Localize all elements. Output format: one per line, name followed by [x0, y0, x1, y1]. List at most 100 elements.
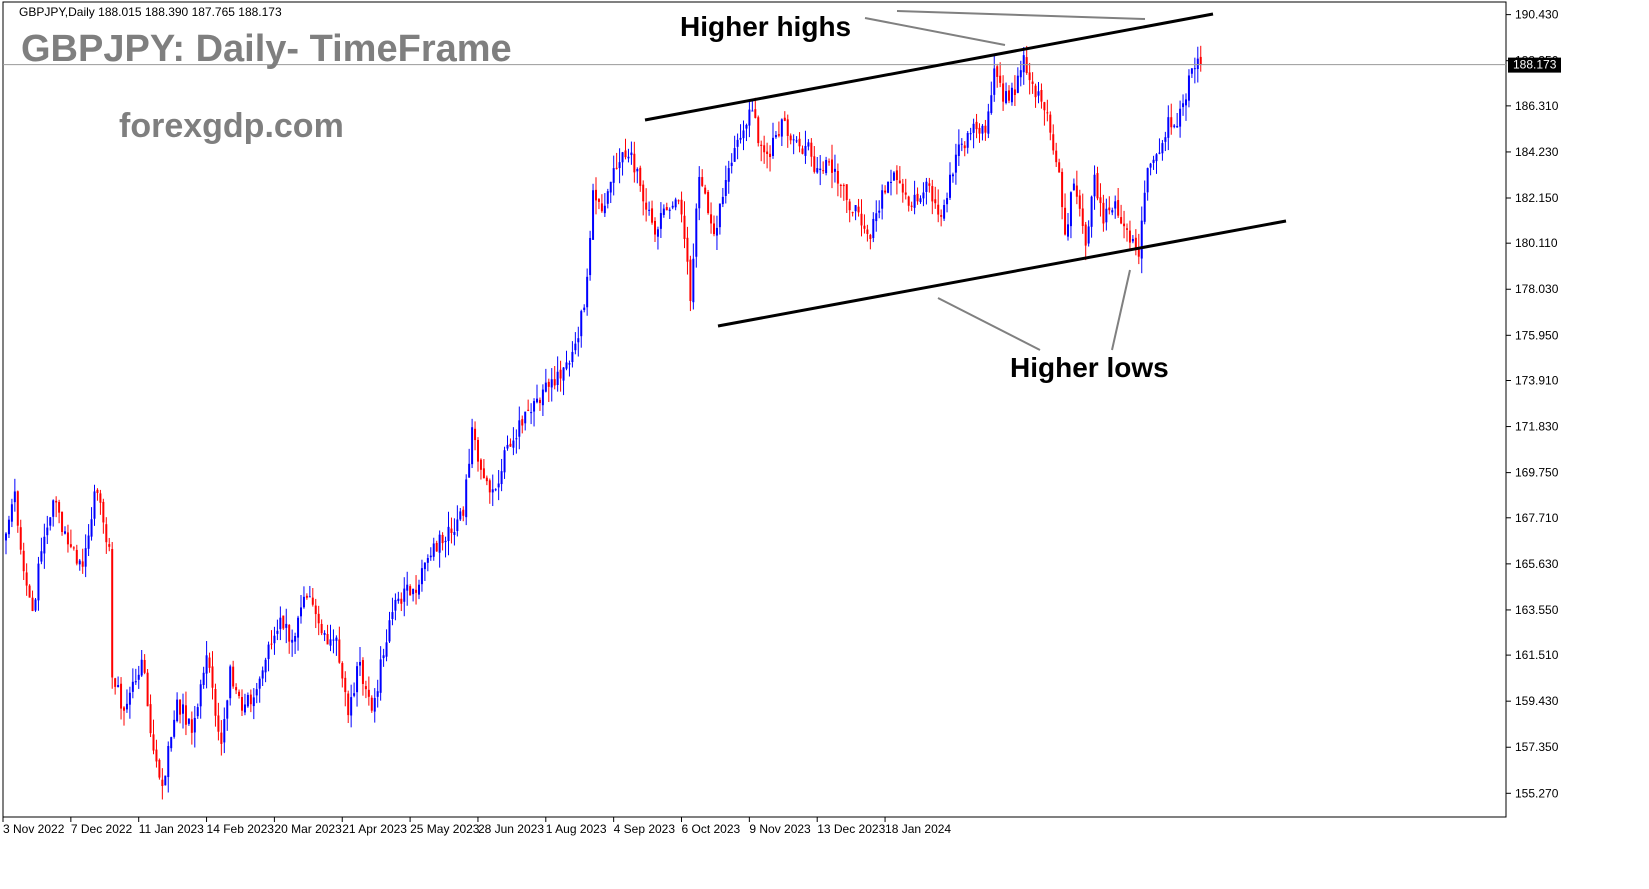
candle — [851, 211, 854, 217]
candle-body — [25, 572, 28, 586]
candle — [913, 180, 916, 215]
candle — [692, 243, 695, 310]
candle-body — [300, 607, 302, 617]
candle-body — [757, 117, 760, 144]
candle-body — [639, 167, 642, 186]
candle-body — [326, 633, 329, 645]
candle-body — [1069, 192, 1072, 227]
candle-body — [1170, 117, 1173, 128]
candle — [123, 706, 125, 726]
candle-body — [559, 369, 562, 379]
candle-body — [668, 209, 671, 211]
candle-body — [134, 681, 137, 683]
candle-body — [111, 549, 114, 678]
candle — [184, 691, 187, 736]
chart-title: GBPJPY: Daily- TimeFrame — [21, 28, 512, 70]
candle-body — [707, 191, 710, 214]
candle — [1043, 101, 1046, 126]
candle — [99, 489, 102, 515]
candle — [78, 558, 81, 571]
candle-body — [243, 704, 246, 713]
candle — [872, 212, 875, 243]
candle-body — [715, 227, 718, 236]
candle — [1072, 178, 1075, 191]
candle-body — [833, 168, 836, 172]
candle — [648, 201, 651, 216]
candle — [881, 184, 884, 220]
candle-body — [910, 205, 913, 207]
candle-body — [447, 526, 450, 541]
candle-body — [1158, 152, 1161, 154]
candle — [651, 200, 654, 225]
candle — [1161, 139, 1164, 161]
candle — [52, 499, 55, 527]
candle-body — [795, 140, 798, 142]
candle-body — [671, 205, 674, 208]
candle-body — [839, 184, 842, 186]
candle — [715, 215, 718, 251]
candle — [1049, 111, 1052, 141]
candle — [314, 598, 317, 629]
candle-body — [403, 588, 406, 602]
candle-body — [1008, 90, 1010, 101]
candle-body — [801, 148, 804, 154]
candle-body — [536, 398, 538, 403]
candle — [857, 198, 860, 217]
candle — [783, 111, 786, 122]
candle-body — [825, 159, 828, 174]
candle-body — [376, 691, 379, 697]
candle — [305, 593, 308, 600]
candle — [31, 590, 34, 612]
candle-body — [813, 156, 816, 172]
candle — [1185, 93, 1187, 121]
candle-body — [258, 678, 261, 689]
candle-body — [562, 367, 565, 381]
candle — [482, 459, 485, 479]
candle — [285, 608, 288, 644]
candle — [1131, 235, 1134, 244]
candle-body — [155, 749, 158, 762]
candle-body — [981, 125, 984, 134]
candle-body — [662, 208, 665, 215]
candle-body — [1149, 163, 1152, 168]
candle — [128, 686, 131, 719]
candle-body — [335, 637, 338, 641]
candle — [975, 113, 978, 139]
candle — [459, 507, 462, 521]
candle — [595, 177, 597, 215]
candle — [698, 166, 701, 221]
candle — [597, 197, 600, 210]
candle — [901, 178, 904, 203]
candle — [565, 350, 568, 371]
candle-body — [84, 548, 87, 567]
candle-body — [556, 371, 559, 386]
candle — [828, 158, 831, 166]
y-tick-label: 186.310 — [1515, 99, 1559, 113]
candle-body — [872, 218, 875, 239]
candle-body — [583, 307, 586, 311]
candle-body — [686, 237, 689, 262]
candle — [332, 629, 335, 654]
candle — [471, 418, 474, 469]
candle — [842, 183, 845, 201]
candle-body — [176, 699, 179, 721]
candle — [760, 140, 763, 162]
candle-body — [423, 562, 426, 570]
candle-body — [727, 168, 730, 182]
candle — [182, 693, 184, 729]
candle — [418, 579, 420, 600]
candle — [64, 526, 66, 535]
y-tick-label: 184.230 — [1515, 145, 1559, 159]
candle — [559, 360, 562, 392]
candle — [512, 427, 515, 456]
candle-body — [391, 612, 394, 619]
y-tick-label: 173.910 — [1515, 373, 1559, 387]
candle — [574, 332, 577, 355]
candle — [5, 532, 7, 555]
candle — [550, 368, 553, 402]
candle-body — [125, 703, 128, 710]
candle-body — [887, 181, 890, 193]
candle-body — [273, 635, 276, 644]
candle — [925, 177, 928, 205]
candle-body — [78, 560, 81, 565]
